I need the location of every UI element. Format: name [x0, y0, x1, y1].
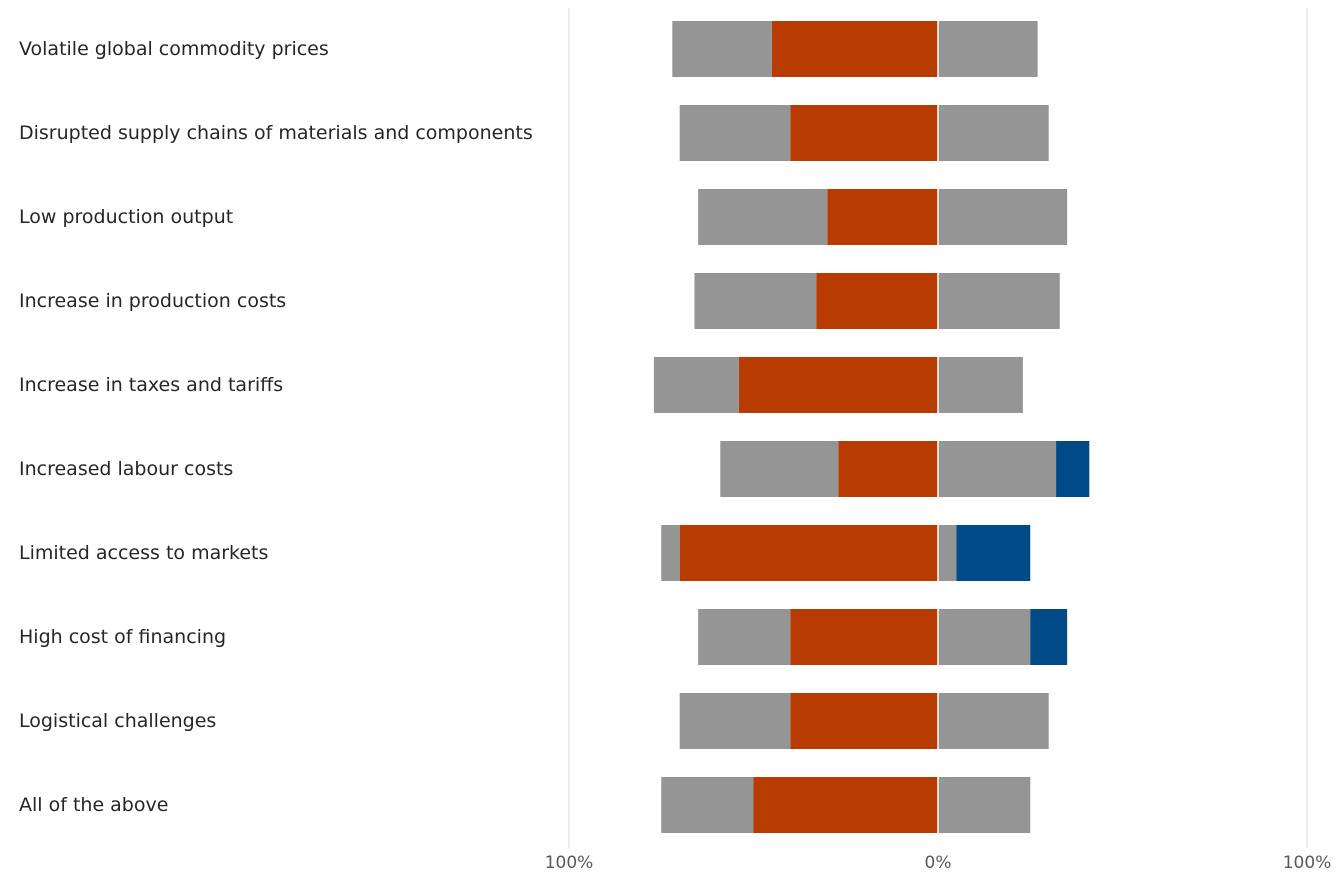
bar-1-2 [938, 105, 1049, 161]
bar-7-0 [790, 609, 938, 665]
bar-8-0 [790, 693, 938, 749]
bar-1-0 [790, 105, 938, 161]
category-label-0: Volatile global commodity prices [19, 38, 329, 60]
category-label-1: Disrupted supply chains of materials and… [19, 122, 533, 144]
bar-5-0 [838, 441, 938, 497]
category-labels: Volatile global commodity prices Disrupte… [19, 38, 533, 816]
category-label-4: Increase in taxes and tariffs [19, 374, 283, 396]
category-label-6: Limited access to markets [19, 542, 268, 564]
category-label-2: Low production output [19, 206, 233, 228]
bar-9-1 [661, 777, 754, 833]
bar-7-1 [698, 609, 791, 665]
bar-5-1 [720, 441, 839, 497]
bar-6-2 [938, 525, 957, 581]
bar-7-3 [1030, 609, 1068, 665]
bar-2-1 [698, 189, 828, 245]
x-axis-ticks: 100% 0% 100% [545, 853, 1332, 873]
x-tick-label-0: 100% [545, 853, 594, 873]
bar-4-2 [938, 357, 1023, 413]
bar-4-1 [653, 357, 739, 413]
bar-9-0 [753, 777, 938, 833]
bar-8-1 [679, 693, 791, 749]
bar-7-2 [938, 609, 1031, 665]
bar-5-3 [1056, 441, 1090, 497]
category-label-3: Increase in production costs [19, 290, 286, 312]
category-label-7: High cost of financing [19, 626, 226, 648]
bar-9-2 [938, 777, 1031, 833]
bar-6-3 [956, 525, 1031, 581]
x-tick-label-1: 0% [925, 853, 952, 873]
bar-0-2 [938, 21, 1038, 77]
category-label-8: Logistical challenges [19, 710, 216, 732]
bar-0-0 [771, 21, 938, 77]
bar-layer [653, 8, 1090, 848]
bar-4-0 [738, 357, 938, 413]
bar-6-0 [679, 525, 938, 581]
bar-8-2 [938, 693, 1049, 749]
category-label-9: All of the above [19, 794, 168, 816]
bar-0-1 [672, 21, 772, 77]
bar-1-1 [679, 105, 791, 161]
category-label-5: Increased labour costs [19, 458, 233, 480]
bar-2-0 [827, 189, 938, 245]
bar-3-2 [938, 273, 1060, 329]
bar-2-2 [938, 189, 1068, 245]
bar-6-1 [661, 525, 680, 581]
bar-3-0 [816, 273, 938, 329]
x-tick-label-2: 100% [1283, 853, 1332, 873]
bar-5-2 [938, 441, 1057, 497]
bar-3-1 [694, 273, 817, 329]
